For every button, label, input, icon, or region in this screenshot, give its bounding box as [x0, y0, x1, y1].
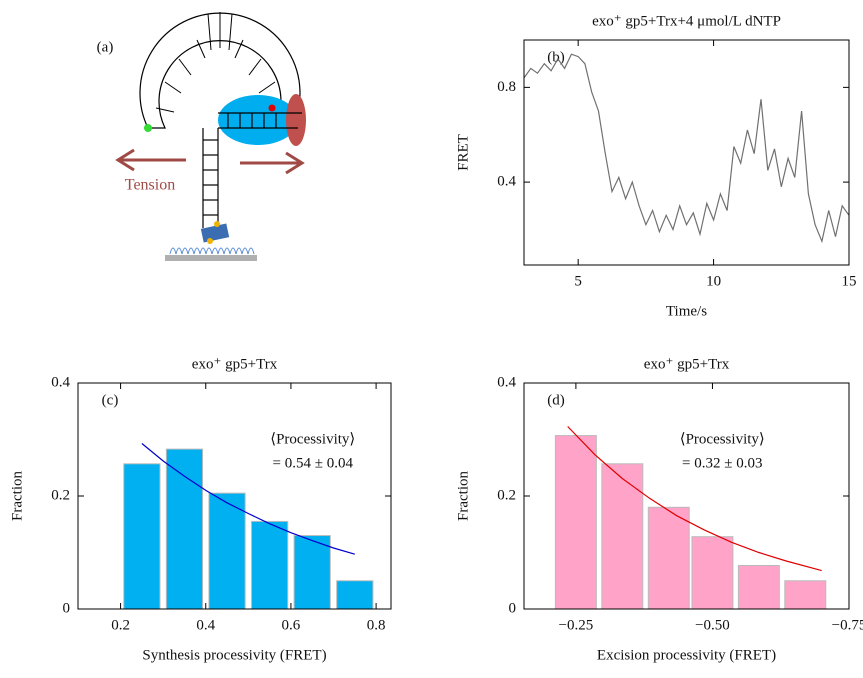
- x-tick-label: −0.25: [559, 617, 594, 633]
- chart-title: exo⁺ gp5+Trx: [644, 356, 730, 372]
- x-axis-label: Excision processivity (FRET): [597, 647, 776, 663]
- schematic: (a) Tension: [97, 12, 306, 261]
- x-axis-label: Time/s: [666, 303, 707, 319]
- exo-domain: [286, 94, 306, 146]
- x-tick-label: 0.4: [196, 617, 215, 633]
- x-tick-label: 10: [706, 273, 721, 289]
- panel-label: (c): [102, 392, 119, 408]
- fit-curve: [141, 443, 355, 555]
- y-axis-label: Fraction: [455, 471, 471, 521]
- x-tick-label: −0.50: [695, 617, 730, 633]
- bar: [336, 580, 374, 610]
- bar: [784, 580, 827, 610]
- fit-curve: [567, 426, 822, 572]
- x-tick-label: 0.8: [367, 617, 386, 633]
- bar: [647, 506, 690, 610]
- y-tick-label: 0: [63, 600, 71, 616]
- plot-frame: [523, 39, 850, 266]
- y-tick-label: 0.4: [51, 374, 70, 390]
- x-tick-label: −0.75: [832, 617, 863, 633]
- bar: [601, 463, 644, 610]
- polymerase: [218, 95, 298, 145]
- annotation: = 0.54 ± 0.04: [273, 455, 354, 471]
- panel-label: (d): [547, 392, 565, 408]
- y-tick-label: 0.2: [51, 487, 70, 503]
- dna: [202, 112, 302, 228]
- y-tick-label: 0.4: [497, 374, 516, 390]
- biotin: [207, 238, 213, 244]
- x-tick-label: 15: [842, 273, 857, 289]
- bar: [251, 520, 289, 610]
- bar: [737, 564, 780, 610]
- y-axis-label: Fraction: [9, 471, 25, 521]
- biotin: [214, 221, 220, 227]
- y-axis-label: FRET: [455, 134, 471, 171]
- x-tick-label: 0.2: [111, 617, 130, 633]
- chart-title: exo⁺ gp5+Trx+4 μmol/L dNTP: [592, 13, 781, 29]
- surface: [165, 255, 257, 261]
- anchor: [200, 223, 230, 243]
- panel-label: (a): [97, 39, 114, 55]
- y-tick-label: 0.2: [497, 487, 516, 503]
- y-tick-label: 0.8: [497, 79, 516, 95]
- bar: [123, 463, 161, 610]
- bar: [293, 535, 331, 610]
- annotation: ⟨Processivity⟩: [270, 431, 355, 447]
- dye-red: [268, 104, 276, 112]
- x-tick-label: 0.6: [282, 617, 301, 633]
- y-tick-label: 0.4: [497, 174, 516, 190]
- bar: [691, 536, 734, 610]
- x-tick-label: 5: [574, 273, 582, 289]
- tension-arrows: [115, 148, 305, 175]
- annotation: = 0.32 ± 0.03: [682, 455, 762, 471]
- x-axis-label: Synthesis processivity (FRET): [142, 647, 326, 663]
- bar: [208, 492, 246, 610]
- bar: [554, 435, 597, 610]
- dye-green: [144, 124, 152, 132]
- bar: [165, 448, 204, 610]
- annotation: ⟨Processivity⟩: [680, 431, 765, 447]
- surface-peg: [169, 247, 255, 255]
- chart-title: exo⁺ gp5+Trx: [192, 356, 278, 372]
- plot-frame: [77, 382, 392, 610]
- fret-trace: [523, 53, 850, 244]
- plot-frame: [523, 382, 850, 610]
- y-tick-label: 0: [509, 600, 517, 616]
- tension-label: Tension: [125, 177, 175, 194]
